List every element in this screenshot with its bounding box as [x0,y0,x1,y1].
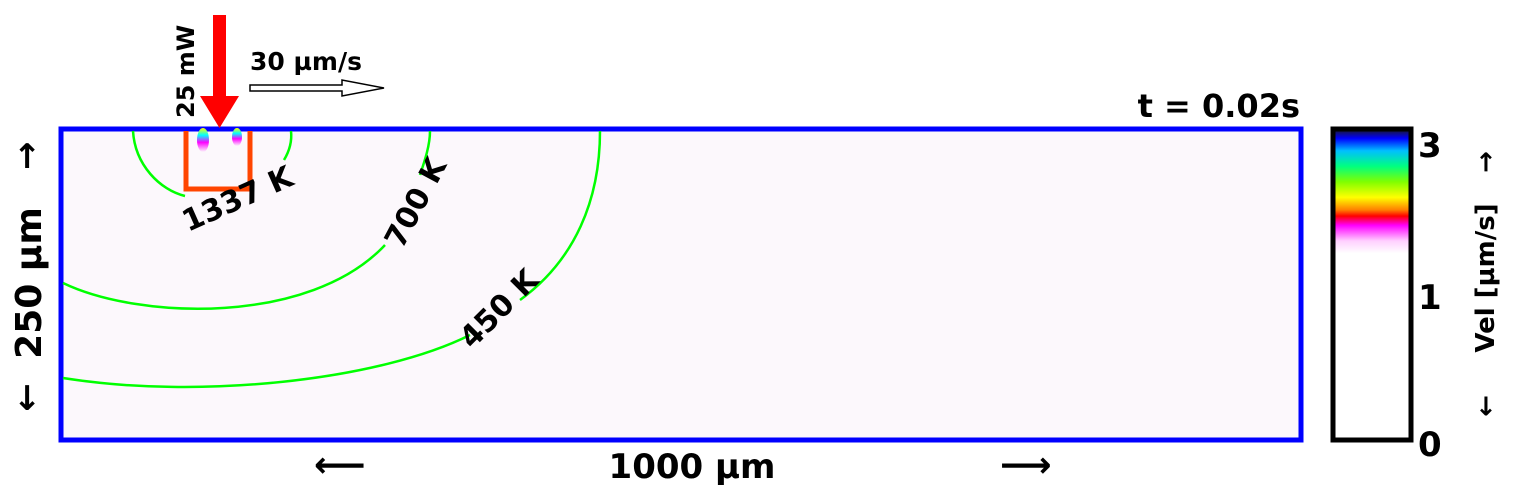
colorbar-arrow-up: → [1471,151,1501,173]
melt-pool [183,128,253,192]
isotherm-inner-right [282,130,293,161]
isotherm-middle [62,244,386,310]
laser-arrow-icon [200,15,239,128]
colorbar-tick-1: 1 [1418,278,1442,318]
colorbar-gradient [1330,126,1414,443]
width-arrow-right: ⟶ [1000,445,1052,486]
domain-box [58,126,1304,443]
height-arrow-up: ↑ [13,137,42,177]
scan-speed-label: 30 µm/s [250,47,362,76]
isotherm-outer [62,333,471,389]
isotherms [62,130,602,389]
colorbar-arrow-down: ← [1471,395,1501,417]
time-label: t = 0.02s [1138,87,1300,125]
melt-pool-outline [183,131,253,192]
colorbar: 3 1 0 → Vel [µm/s] ← [1330,126,1501,465]
height-label: 250 µm [9,207,50,359]
width-arrow-left: ⟵ [314,445,366,486]
colorbar-tick-3: 3 [1418,126,1442,166]
isotherm-middle-upper [418,130,432,176]
isotherm-inner [131,130,186,198]
width-label: 1000 µm [609,447,776,487]
velocity-vortex-left [197,128,209,152]
velocity-vortex-right [232,128,242,146]
colorbar-tick-0: 0 [1418,425,1442,465]
isotherm-outer-upper [519,130,602,302]
height-arrow-down: ↓ [13,379,42,419]
scan-direction-arrow-icon [249,79,385,97]
colorbar-label: Vel [µm/s] [1471,203,1501,352]
laser-power-label: 25 mW [172,25,200,118]
